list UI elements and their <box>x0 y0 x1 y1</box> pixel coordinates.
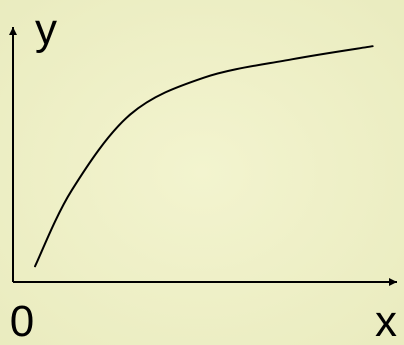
series-line <box>34 45 374 268</box>
origin-label: 0 <box>10 297 34 345</box>
y-axis-label: y <box>35 5 57 54</box>
x-axis-label: x <box>375 297 397 345</box>
x-axis-arrow <box>389 278 397 286</box>
y-axis-arrow <box>9 27 17 35</box>
